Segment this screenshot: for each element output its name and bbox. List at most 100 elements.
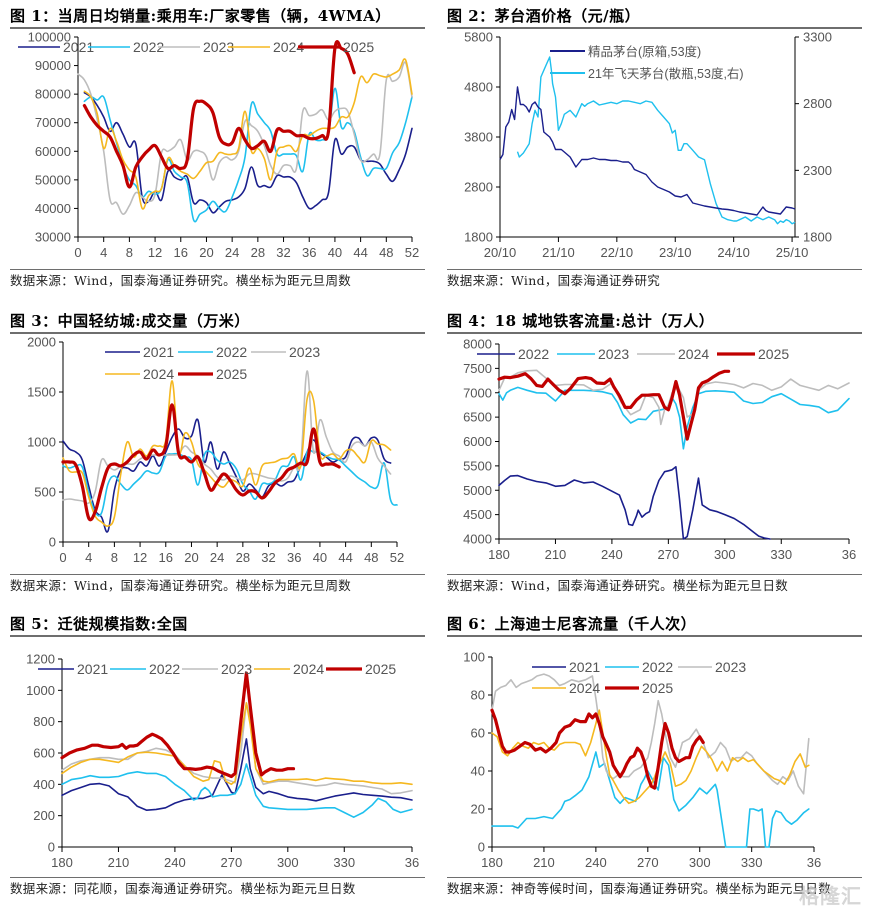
y-tick-label: 0 bbox=[48, 840, 55, 855]
title-rule bbox=[10, 27, 425, 29]
x-tick-label: 0 bbox=[74, 245, 81, 260]
x-tick-label: 4 bbox=[100, 245, 107, 260]
panel-3: 图 3：中国轻纺城:成交量（万米） 0 500 1000 1500 2000 0 4 8 12 1… bbox=[0, 310, 425, 595]
y-tick-label: 40000 bbox=[35, 201, 71, 216]
legend-label: 2025 bbox=[758, 346, 789, 362]
x-tick-label: 36 bbox=[807, 855, 821, 870]
source-rule bbox=[447, 877, 862, 878]
source-note: 数据来源：Wind，国泰海通证券研究。横坐标为距元旦周数 bbox=[10, 578, 352, 593]
chart-4-metro-ridership: 4000 4500 5000 5500 6000 6500 7000 7500 8000 180 2… bbox=[463, 337, 856, 563]
series-line-2021 bbox=[83, 91, 413, 214]
x-tick-label: 32 bbox=[261, 550, 275, 565]
x-tick-label: 240 bbox=[164, 855, 186, 870]
x-tick-label: 270 bbox=[658, 547, 680, 562]
legend-label: 2022 bbox=[216, 344, 247, 360]
x-tick-label: 24/10 bbox=[717, 245, 750, 260]
y-tick-label: 3800 bbox=[464, 130, 493, 145]
legend-label: 2025 bbox=[365, 661, 396, 677]
x-tick-label: 4 bbox=[85, 550, 92, 565]
y-tick-label: 4000 bbox=[463, 532, 492, 547]
x-tick-label: 20 bbox=[184, 550, 198, 565]
x-tick-label: 330 bbox=[741, 855, 763, 870]
x-tick-label: 28 bbox=[251, 245, 265, 260]
legend-label: 精品茅台(原箱,53度) bbox=[588, 44, 701, 59]
source-note: 数据来源：神奇等候时间，国泰海通证券研究。横坐标为距元旦日数 bbox=[447, 881, 832, 896]
y-tick-label-right: 2300 bbox=[803, 163, 832, 178]
series-line-2024 bbox=[62, 380, 392, 527]
x-tick-label: 36 bbox=[287, 550, 301, 565]
legend-label: 2025 bbox=[343, 39, 374, 55]
y-tick-label: 400 bbox=[33, 777, 55, 792]
chart-title: 图 3：中国轻纺城:成交量（万米） bbox=[10, 312, 250, 330]
y-tick-label: 4500 bbox=[463, 507, 492, 522]
chart-title: 图 5：迁徙规模指数:全国 bbox=[10, 615, 188, 633]
legend-label: 2023 bbox=[715, 659, 746, 675]
x-tick-label: 48 bbox=[364, 550, 378, 565]
y-tick-label: 4800 bbox=[464, 80, 493, 95]
legend-label: 2024 bbox=[678, 346, 709, 362]
y-tick-label: 0 bbox=[49, 535, 56, 550]
y-tick-label: 1800 bbox=[464, 230, 493, 245]
y-tick-label: 200 bbox=[33, 808, 55, 823]
legend-label: 2023 bbox=[289, 344, 320, 360]
y-tick-label: 500 bbox=[34, 485, 56, 500]
x-tick-label: 25/10 bbox=[776, 245, 809, 260]
chart-1-car-sales: 30000 40000 50000 60000 70000 80000 90000 10000… bbox=[18, 30, 419, 260]
panel-1: 图 1：当周日均销量:乘用车:厂家零售（辆，4WMA） 30000 40000 50… bbox=[0, 5, 425, 290]
x-tick-label: 330 bbox=[333, 855, 355, 870]
x-tick-label: 330 bbox=[770, 547, 792, 562]
x-tick-label: 44 bbox=[338, 550, 352, 565]
source-note: 数据来源：Wind，国泰海通证券研究 bbox=[447, 273, 661, 288]
source-rule bbox=[10, 574, 425, 575]
y-tick-label: 1000 bbox=[27, 435, 56, 450]
title-rule bbox=[10, 635, 425, 637]
x-tick-label: 300 bbox=[689, 855, 711, 870]
legend-label: 2024 bbox=[293, 661, 324, 677]
x-tick-label: 40 bbox=[313, 550, 327, 565]
y-tick-label: 5000 bbox=[463, 483, 492, 498]
legend-label: 2021 bbox=[77, 661, 108, 677]
x-tick-label: 210 bbox=[533, 855, 555, 870]
y-tick-label: 1000 bbox=[26, 683, 55, 698]
x-tick-label: 180 bbox=[481, 855, 503, 870]
y-tick-label: 80 bbox=[471, 688, 485, 703]
legend-label: 2024 bbox=[143, 366, 174, 382]
title-rule bbox=[447, 27, 862, 29]
x-tick-label: 28 bbox=[236, 550, 250, 565]
watermark-logo: 格隆汇 bbox=[799, 884, 862, 908]
source-rule bbox=[10, 269, 425, 270]
y-tick-label: 8000 bbox=[463, 337, 492, 352]
x-tick-label: 23/10 bbox=[659, 245, 692, 260]
x-tick-label: 44 bbox=[353, 245, 367, 260]
series-line-2023 bbox=[498, 386, 850, 450]
series-line-2021 bbox=[62, 418, 392, 533]
title-rule bbox=[10, 332, 425, 334]
chart-title: 图 4：18 城地铁客流量:总计（万人） bbox=[447, 312, 715, 330]
x-tick-label: 180 bbox=[488, 547, 510, 562]
y-tick-label: 20 bbox=[471, 802, 485, 817]
series-line-2024 bbox=[83, 58, 413, 210]
legend-label: 2022 bbox=[642, 659, 673, 675]
series-line-2025 bbox=[490, 708, 705, 790]
source-rule bbox=[10, 877, 425, 878]
y-tick-label: 600 bbox=[33, 746, 55, 761]
series-line-2024 bbox=[61, 702, 413, 786]
chart-2-moutai-price: 1800 2800 3800 4800 5800 1800 2300 2800 3300 20/1… bbox=[464, 30, 832, 261]
source-note: 数据来源：同花顺，国泰海通证券研究。横坐标为距元旦日数 bbox=[10, 881, 356, 896]
legend-label: 2024 bbox=[273, 39, 304, 55]
y-tick-label-right: 3300 bbox=[803, 30, 832, 45]
series-line-2022 bbox=[83, 87, 413, 223]
y-tick-label: 7500 bbox=[463, 361, 492, 376]
x-tick-label: 300 bbox=[714, 547, 736, 562]
x-tick-label: 12 bbox=[148, 245, 162, 260]
panel-2: 图 2：茅台酒价格（元/瓶） 1800 2800 3800 4800 5800 1800 2… bbox=[437, 5, 862, 290]
series-line-精品茅台(原箱,53度) bbox=[499, 86, 796, 216]
y-tick-label: 70000 bbox=[35, 115, 71, 130]
x-tick-label: 16 bbox=[159, 550, 173, 565]
y-tick-label: 30000 bbox=[35, 230, 71, 245]
series-line-2025 bbox=[497, 369, 731, 441]
x-tick-label: 22/10 bbox=[601, 245, 634, 260]
y-tick-label: 6500 bbox=[463, 410, 492, 425]
y-tick-label: 5500 bbox=[463, 458, 492, 473]
